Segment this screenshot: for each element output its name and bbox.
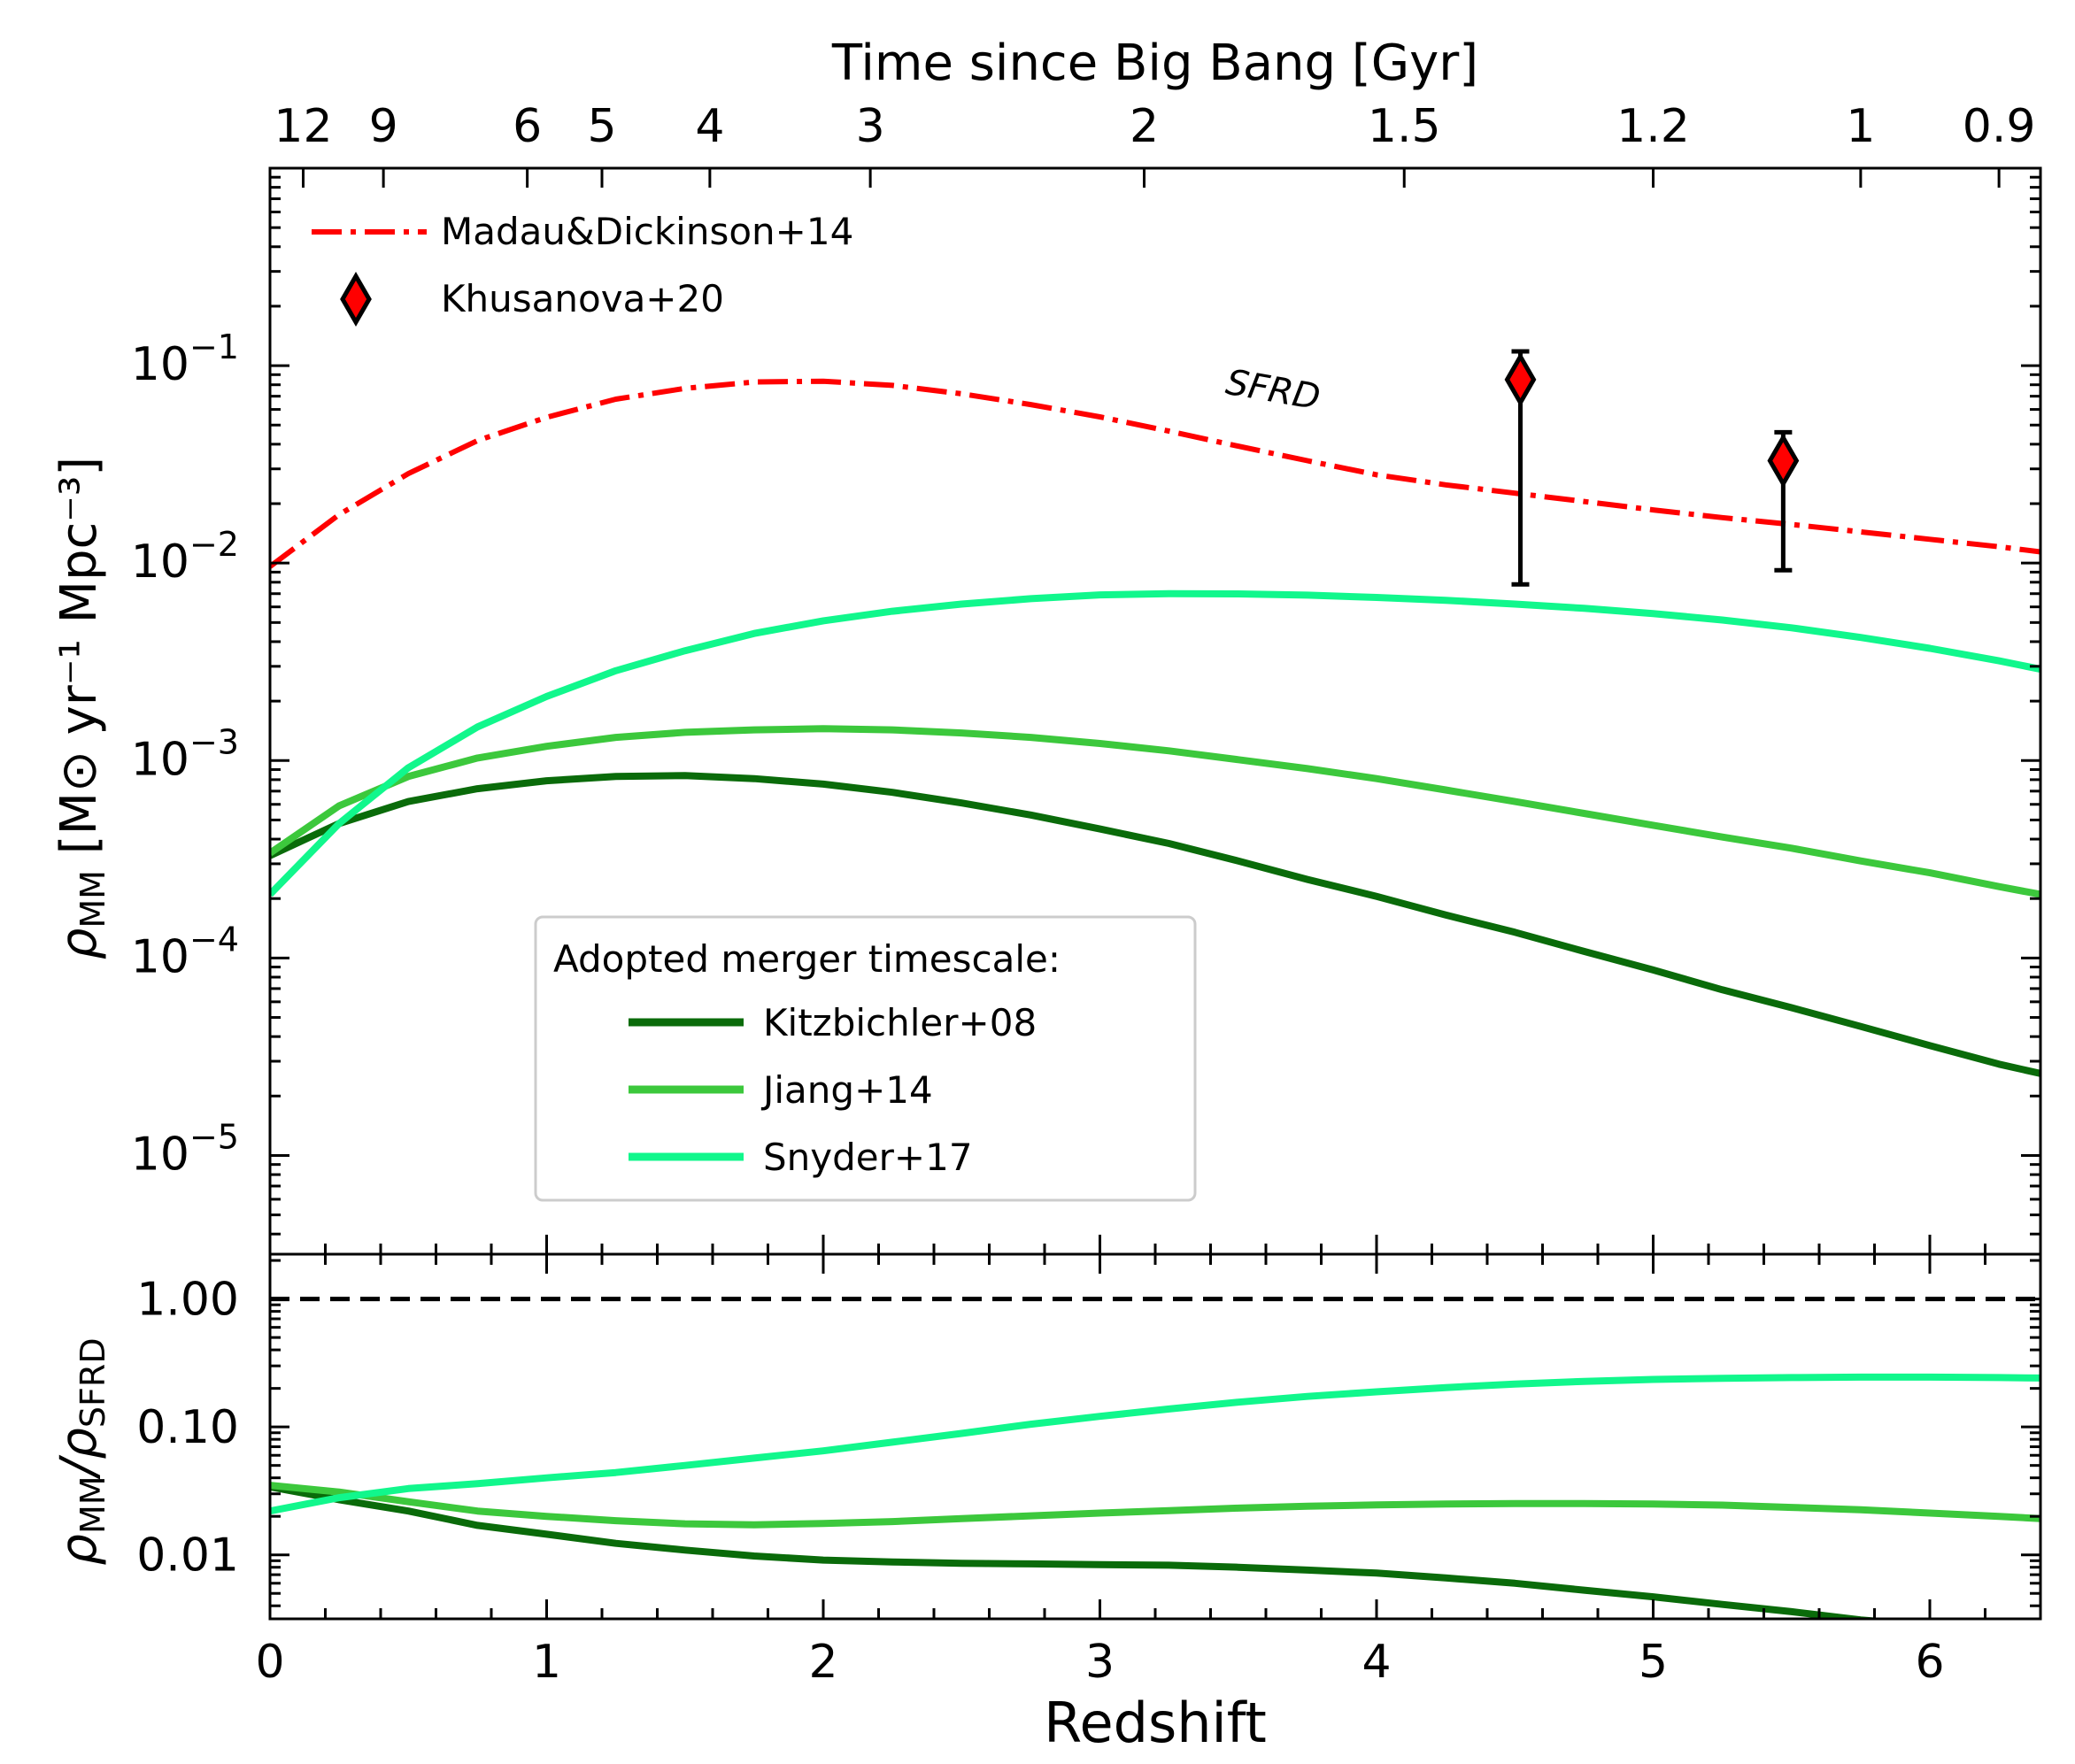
data-point-khusanova-0 (1504, 351, 1537, 407)
merger-legend-title: Adopted merger timescale: (553, 937, 1061, 981)
top-secondary-tick-label: 1.5 (1368, 100, 1441, 153)
top-secondary-tick-label: 5 (587, 100, 616, 153)
top-series-lines (270, 378, 2040, 1077)
ratio-line-snyder-17 (270, 1373, 2040, 1515)
top-secondary-tick-label: 3 (856, 100, 885, 153)
merger-legend-box (534, 915, 1197, 1202)
legend-label-madau: Madau&Dickinson+14 (441, 210, 853, 253)
series-line-jiang-14 (270, 725, 2040, 898)
series-line-snyder-17 (270, 589, 2040, 897)
bottom-y-tick-label: 0.01 (136, 1529, 239, 1583)
top-secondary-tick-label: 4 (695, 100, 724, 153)
bottom-axis-ticks (268, 1235, 2042, 1619)
x-axis-title: Redshift (1044, 1691, 1267, 1755)
top-y-tick-label: 10−2 (131, 525, 239, 589)
bottom-plot-frame (268, 1252, 2042, 1621)
top-secondary-tick-label: 9 (369, 100, 398, 153)
top-secondary-tick-label: 1.2 (1616, 100, 1690, 153)
bottom-y-tick-label: 1.00 (136, 1274, 239, 1327)
top-y-axis-symbol: ρ (50, 928, 108, 960)
bottom-y-axis-divider: /ρ (50, 1428, 108, 1480)
x-tick-label: 3 (1085, 1636, 1115, 1689)
top-y-axis-units: [M⊙ yr⁻¹ Mpc⁻³] (50, 457, 108, 854)
top-y-tick-exponent: −4 (189, 920, 239, 959)
ratio-line-kitzbichler-08 (270, 1483, 1892, 1619)
x-tick-label: 4 (1361, 1636, 1391, 1689)
legend-label-khusanova: Khusanova+20 (441, 277, 724, 320)
top-y-tick-base: 10 (131, 930, 189, 983)
legend-marker-khusanova (340, 271, 372, 327)
top-y-tick-base: 10 (131, 338, 189, 391)
top-y-axis-subscript: MM (73, 870, 112, 928)
legend-label-jiang: Jiang+14 (760, 1068, 933, 1112)
legend-label-kitzbichler: Kitzbichler+08 (763, 1001, 1037, 1044)
top-y-tick-base: 10 (131, 535, 189, 589)
series-line-madau-dickinson-14 (270, 378, 2040, 569)
top-secondary-tick-label: 12 (274, 100, 332, 153)
x-tick-label: 1 (532, 1636, 561, 1689)
bottom-series-lines (270, 1373, 2040, 1619)
bottom-y-axis-subscript-2: SFRD (73, 1337, 112, 1428)
top-y-tick-base: 10 (131, 1128, 189, 1181)
bottom-panel: 1.00 0.10 0.01 0 1 2 3 4 5 6 Redshift ρMM/ρSFRD (50, 1235, 2042, 1755)
data-point-khusanova-1 (1767, 433, 1800, 489)
top-legend: Madau&Dickinson+14 Khusanova+20 (312, 210, 853, 327)
top-secondary-tick-label: 1 (1846, 100, 1875, 153)
top-secondary-tick-label: 6 (513, 100, 542, 153)
top-y-tick-exponent: −1 (189, 327, 239, 366)
bottom-y-axis-title: ρMM/ρSFRD (50, 1337, 112, 1565)
merger-timescale-legend: Adopted merger timescale: Kitzbichler+08… (534, 915, 1197, 1202)
x-tick-labels: 0 1 2 3 4 5 6 (255, 1636, 1944, 1689)
top-y-tick-label: 10−3 (131, 722, 239, 786)
top-y-tick-label: 10−4 (131, 920, 239, 983)
x-tick-label: 0 (255, 1636, 284, 1689)
bottom-y-axis-subscript-1: MM (73, 1475, 112, 1534)
top-y-tick-exponent: −3 (189, 722, 239, 761)
top-y-tick-exponent: −2 (189, 525, 239, 564)
ratio-line-jiang-14 (270, 1482, 2040, 1529)
top-y-tick-exponent: −5 (189, 1117, 239, 1156)
top-y-tick-label: 10−5 (131, 1117, 239, 1181)
bottom-y-tick-labels: 1.00 0.10 0.01 (136, 1274, 239, 1583)
x-tick-label: 2 (808, 1636, 837, 1689)
legend-label-snyder: Snyder+17 (763, 1136, 973, 1179)
top-secondary-x-tick-labels: 12 9 6 5 4 3 2 1.5 1.2 1 0.9 (274, 100, 2035, 153)
x-tick-label: 5 (1639, 1636, 1668, 1689)
top-secondary-tick-label: 0.9 (1963, 100, 2036, 153)
top-y-tick-labels: 10−110−210−310−410−5 (131, 327, 239, 1181)
bottom-y-tick-label: 0.10 (136, 1401, 239, 1454)
top-data-points (1504, 349, 1800, 587)
bottom-y-axis-symbol: ρ (50, 1534, 108, 1566)
top-axis-title: Time since Big Bang [Gyr] (831, 35, 1478, 92)
top-y-tick-label: 10−1 (131, 327, 239, 391)
top-y-tick-base: 10 (131, 733, 189, 786)
series-line-kitzbichler-08 (270, 772, 2040, 1077)
x-tick-label: 6 (1915, 1636, 1944, 1689)
top-secondary-tick-label: 2 (1130, 100, 1159, 153)
top-y-axis-title: ρMM [M⊙ yr⁻¹ Mpc⁻³] (50, 457, 112, 959)
